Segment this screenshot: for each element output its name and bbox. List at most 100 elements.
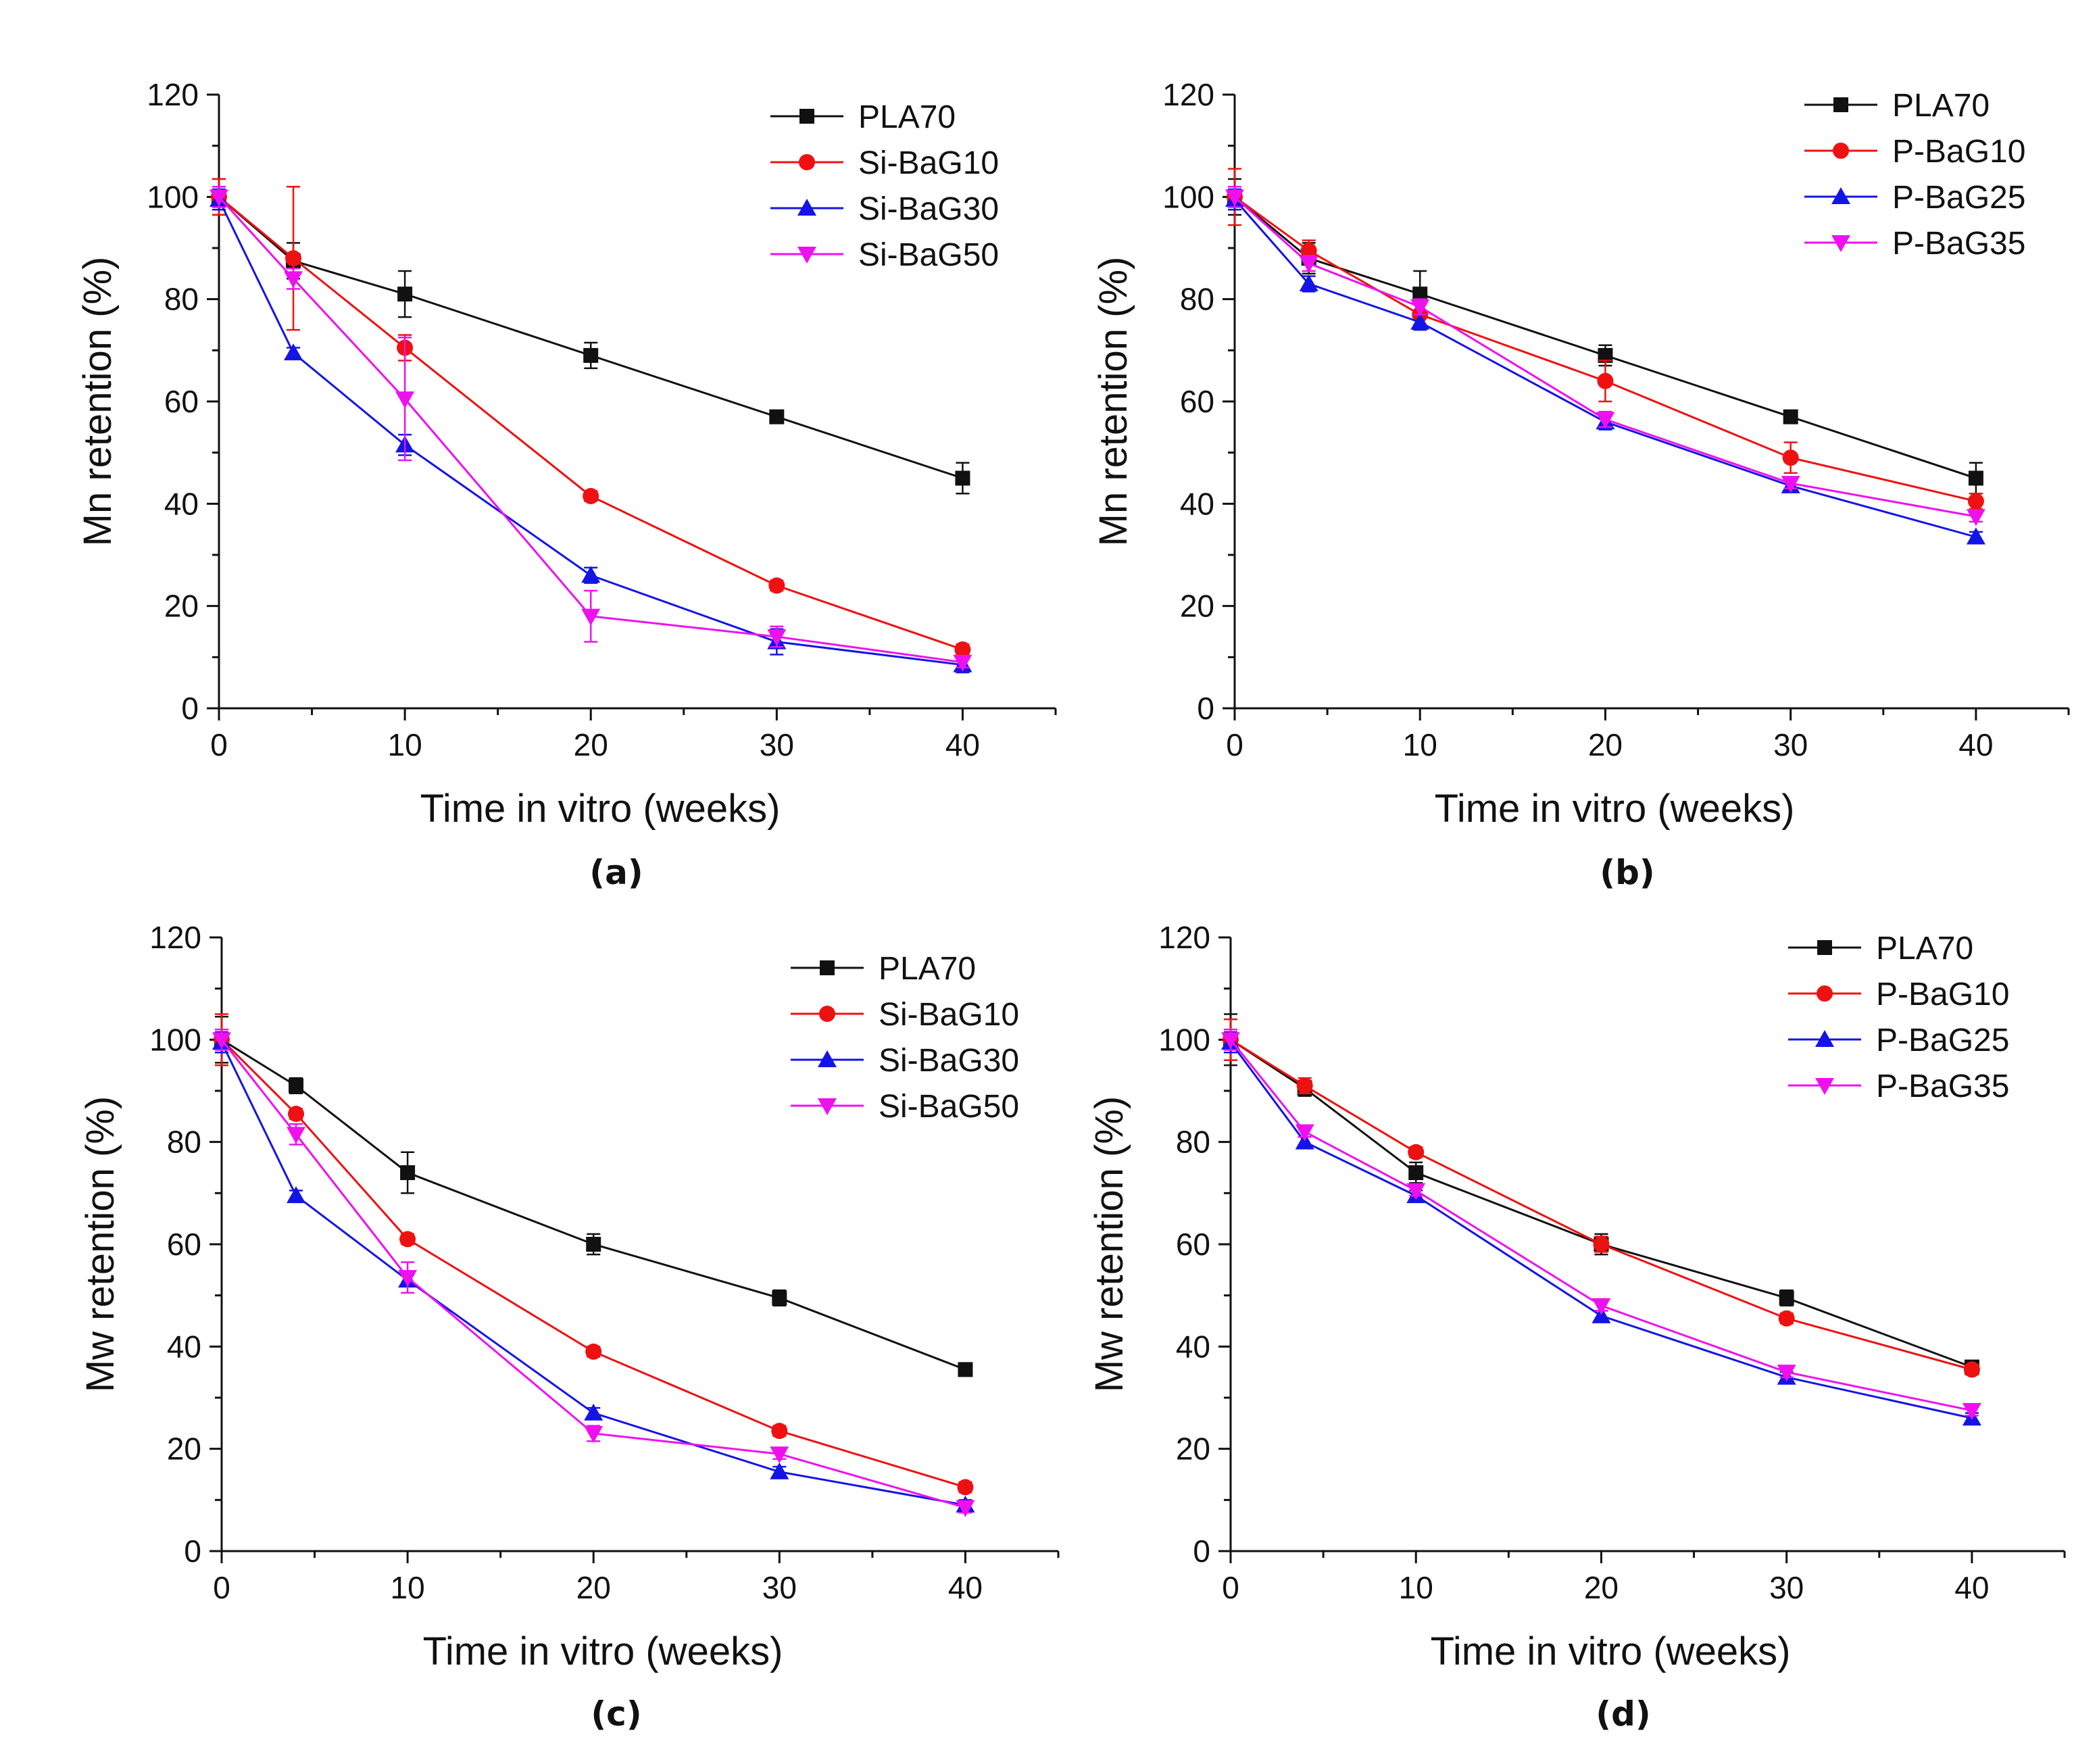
y-tick-label: 20 (164, 589, 199, 624)
data-point (1598, 347, 1613, 363)
y-tick-label: 60 (1180, 384, 1214, 419)
x-tick-label: 0 (1226, 727, 1243, 762)
data-point (399, 1231, 416, 1248)
legend-label: P-BaG35 (1876, 1069, 2009, 1104)
data-point (772, 1290, 787, 1306)
data-point (957, 1479, 974, 1496)
series-p-bag10 (1227, 168, 1984, 510)
data-point (1778, 1310, 1795, 1327)
data-point (400, 1165, 416, 1181)
data-point (770, 1446, 789, 1464)
axes: 0 10 20 30 40 0 20 40 60 80 100 120 Time in vitro (w… (78, 920, 1060, 1673)
data-point (581, 608, 601, 626)
data-point (285, 250, 302, 267)
data-point (289, 1078, 304, 1094)
y-tick-label: 120 (1162, 77, 1214, 112)
legend: PLA70 Si-BaG10 Si-BaG30 Si-BaG50 (791, 951, 1019, 1125)
y-tick-label: 60 (164, 384, 199, 419)
legend-marker (819, 1006, 835, 1022)
legend-marker (1831, 235, 1850, 252)
series-p-bag35 (1225, 185, 1985, 526)
legend-marker (1833, 143, 1849, 159)
chart-caption-b: (b) (1600, 853, 1655, 892)
data-point (583, 487, 599, 504)
series-line (218, 199, 963, 666)
data-point (771, 1423, 788, 1440)
data-point (398, 1270, 418, 1288)
y-axis-label: Mn retention (%) (76, 257, 120, 547)
legend-marker (1817, 985, 1833, 1002)
data-point (1779, 1290, 1794, 1306)
series-line (1229, 1042, 1973, 1419)
data-point (953, 654, 972, 672)
legend-label: Si-BaG30 (879, 1043, 1019, 1079)
series-line (220, 1039, 966, 1488)
x-tick-label: 30 (1773, 727, 1808, 762)
y-tick-label: 20 (1176, 1431, 1210, 1467)
chart-d-svg: 0 10 20 30 40 0 20 40 60 80 100 120 Time in vitro (w… (1087, 920, 2066, 1673)
chart-b-svg: 0 10 20 30 40 0 20 40 60 80 100 120 Time in vitro (w… (1091, 77, 2070, 831)
x-tick-label: 20 (1584, 1570, 1619, 1605)
legend-marker (799, 109, 814, 124)
y-tick-label: 100 (147, 179, 199, 214)
data-point (1408, 1165, 1424, 1181)
series-line (218, 196, 963, 651)
x-tick-label: 0 (213, 1570, 230, 1605)
x-tick-label: 10 (1403, 727, 1437, 762)
data-point (1410, 312, 1430, 330)
y-tick-label: 0 (1197, 691, 1214, 726)
y-tick-label: 0 (1193, 1534, 1210, 1569)
legend-label: Si-BaG30 (858, 191, 999, 227)
x-tick-label: 30 (760, 727, 794, 762)
axes: 0 10 20 30 40 0 20 40 60 80 100 120 Time in vitro (w… (76, 77, 1057, 831)
y-tick-label: 100 (1158, 1022, 1210, 1057)
data-point (954, 641, 971, 658)
series-pla70 (212, 178, 970, 495)
data-point (1406, 1183, 1426, 1200)
data-point (1225, 189, 1244, 207)
legend-marker (1831, 187, 1850, 204)
chart-c-svg: 0 10 20 30 40 0 20 40 60 80 100 120 Time in vitro (w… (78, 920, 1060, 1673)
data-point (1963, 1361, 1980, 1378)
data-point (1412, 287, 1428, 302)
chart-caption-a: (a) (589, 853, 643, 892)
legend-label: PLA70 (1876, 931, 1973, 966)
data-point (1777, 1365, 1796, 1382)
chart-a-svg: 0 10 20 30 40 0 20 40 60 80 100 120 Time in vitro (w… (76, 77, 1057, 831)
data-point (1962, 1402, 1981, 1420)
data-point (1410, 299, 1430, 317)
series-line (220, 1039, 966, 1509)
series-pla70 (1227, 178, 1983, 495)
x-tick-label: 40 (948, 1570, 983, 1605)
data-point (1966, 509, 1985, 526)
x-tick-label: 10 (388, 727, 422, 762)
data-point (287, 1127, 306, 1144)
y-tick-label: 40 (164, 486, 199, 521)
data-point (1300, 242, 1317, 259)
x-tick-label: 30 (762, 1570, 797, 1605)
data-point (958, 1362, 973, 1377)
data-point (584, 1403, 603, 1421)
series-p-bag35 (1221, 1028, 1981, 1420)
y-tick-label: 120 (1158, 920, 1210, 955)
y-axis-label: Mw retention (%) (1087, 1096, 1131, 1392)
x-tick-label: 0 (210, 727, 228, 762)
series-p-bag25 (1221, 1031, 1981, 1426)
data-point (1597, 372, 1614, 389)
y-tick-label: 100 (1162, 179, 1214, 214)
x-tick-label: 20 (1588, 727, 1623, 762)
legend-label: Si-BaG10 (858, 145, 999, 181)
x-tick-label: 20 (576, 1570, 611, 1605)
series-line (218, 196, 963, 664)
chart-panel-a: 0 10 20 30 40 0 20 40 60 80 100 120 Time in vitro (w… (0, 0, 1057, 899)
y-tick-label: 100 (149, 1022, 201, 1057)
x-tick-label: 10 (391, 1570, 425, 1605)
data-point (585, 1343, 602, 1360)
x-tick-label: 10 (1399, 1570, 1433, 1605)
axes: 0 10 20 30 40 0 20 40 60 80 100 120 Time in vitro (w… (1091, 77, 2070, 831)
legend-marker (1817, 940, 1832, 955)
data-point (770, 1462, 789, 1479)
series-pla70 (214, 1016, 973, 1377)
data-point (212, 1032, 231, 1050)
data-point (1295, 1124, 1314, 1142)
